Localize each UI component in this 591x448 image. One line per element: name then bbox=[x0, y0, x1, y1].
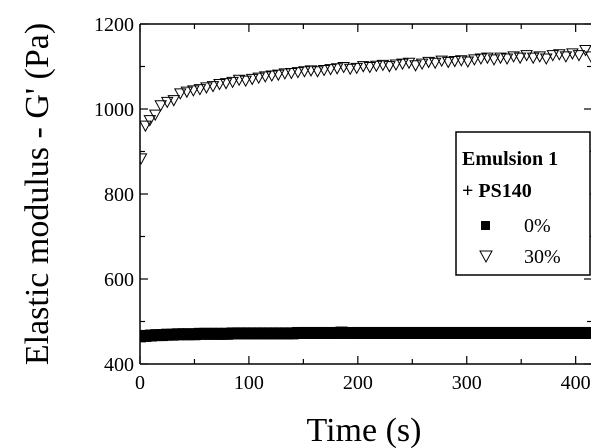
point-30pct-29 bbox=[317, 64, 331, 77]
legend-box bbox=[455, 131, 591, 276]
point-30pct-43 bbox=[409, 60, 422, 72]
point-30pct-53 bbox=[474, 53, 488, 66]
y-tick-label-1000: 1000 bbox=[94, 99, 134, 121]
point-30pct-22 bbox=[271, 69, 285, 82]
y-axis-title: Elastic modulus - G' (Pa) bbox=[19, 23, 56, 365]
legend-title-line2: + PS140 bbox=[462, 180, 532, 202]
point-30pct-59 bbox=[513, 52, 527, 65]
point-0pct-83 bbox=[586, 326, 591, 339]
point-30pct-24 bbox=[285, 67, 298, 80]
point-30pct-13 bbox=[213, 79, 226, 91]
point-30pct-68 bbox=[572, 50, 586, 62]
legend-marker-0pct bbox=[481, 221, 490, 230]
point-30pct-5 bbox=[160, 96, 174, 109]
point-30pct-28 bbox=[311, 66, 324, 78]
x-tick-label-0: 0 bbox=[135, 372, 145, 394]
point-30pct-6 bbox=[167, 95, 181, 107]
x-tick-label-300: 300 bbox=[452, 372, 482, 394]
y-tick-label-600: 600 bbox=[104, 269, 134, 291]
point-30pct-36 bbox=[363, 62, 377, 74]
point-30pct-37 bbox=[370, 60, 383, 73]
point-30pct-21 bbox=[265, 70, 279, 83]
point-30pct-39 bbox=[383, 61, 396, 73]
point-30pct-61 bbox=[526, 52, 540, 65]
tick-labels: 400 600 800 1000 1200 0 100 200 300 400 bbox=[94, 14, 591, 394]
y-tick-label-800: 800 bbox=[104, 184, 134, 206]
point-30pct-63 bbox=[539, 53, 553, 66]
legend-label-0pct: 0% bbox=[524, 215, 551, 237]
point-30pct-69 bbox=[579, 45, 591, 57]
point-30pct-2 bbox=[143, 115, 157, 127]
point-30pct-12 bbox=[206, 81, 220, 93]
legend-marker-30pct bbox=[479, 250, 493, 264]
legend: Emulsion 1 + PS140 0% 30% bbox=[455, 131, 591, 276]
y-tick-label-400: 400 bbox=[104, 354, 134, 376]
point-30pct-64 bbox=[546, 50, 560, 62]
point-30pct-34 bbox=[350, 62, 364, 75]
legend-label-30pct: 30% bbox=[524, 246, 561, 268]
point-30pct-30 bbox=[324, 64, 337, 76]
point-30pct-18 bbox=[245, 73, 259, 86]
point-30pct-14 bbox=[219, 78, 233, 90]
point-30pct-48 bbox=[441, 56, 455, 69]
point-30pct-44 bbox=[415, 58, 429, 71]
point-30pct-9 bbox=[187, 85, 200, 97]
point-30pct-49 bbox=[448, 56, 462, 68]
point-30pct-23 bbox=[278, 68, 292, 80]
point-30pct-1 bbox=[140, 120, 152, 133]
point-30pct-0 bbox=[140, 153, 148, 165]
series-layer bbox=[140, 45, 591, 343]
y-tick-label-1200: 1200 bbox=[94, 14, 134, 36]
point-30pct-52 bbox=[468, 54, 481, 66]
legend-title-line1: Emulsion 1 bbox=[462, 148, 558, 170]
point-30pct-31 bbox=[330, 63, 344, 75]
x-tick-label-400: 400 bbox=[561, 372, 591, 394]
point-30pct-4 bbox=[154, 100, 168, 112]
point-30pct-7 bbox=[173, 88, 187, 100]
point-30pct-15 bbox=[226, 76, 239, 89]
x-tick-label-200: 200 bbox=[343, 372, 373, 394]
point-30pct-51 bbox=[461, 56, 475, 69]
point-30pct-20 bbox=[258, 71, 272, 83]
point-30pct-70 bbox=[584, 51, 591, 63]
point-30pct-17 bbox=[239, 75, 252, 88]
point-30pct-26 bbox=[298, 66, 311, 78]
point-30pct-10 bbox=[193, 84, 207, 96]
point-30pct-11 bbox=[200, 82, 213, 94]
point-30pct-55 bbox=[487, 54, 501, 66]
x-tick-label-100: 100 bbox=[234, 372, 264, 394]
point-0pct-82 bbox=[580, 326, 591, 339]
point-30pct-19 bbox=[252, 72, 266, 85]
point-30pct-41 bbox=[396, 58, 409, 71]
point-30pct-57 bbox=[500, 53, 514, 66]
point-30pct-3 bbox=[148, 109, 162, 122]
point-30pct-66 bbox=[559, 51, 573, 63]
point-30pct-46 bbox=[428, 57, 442, 70]
x-axis-title: Time (s) bbox=[307, 412, 422, 448]
point-30pct-8 bbox=[180, 86, 194, 99]
point-30pct-25 bbox=[291, 67, 305, 79]
point-30pct-40 bbox=[389, 59, 403, 71]
point-30pct-33 bbox=[343, 63, 357, 76]
